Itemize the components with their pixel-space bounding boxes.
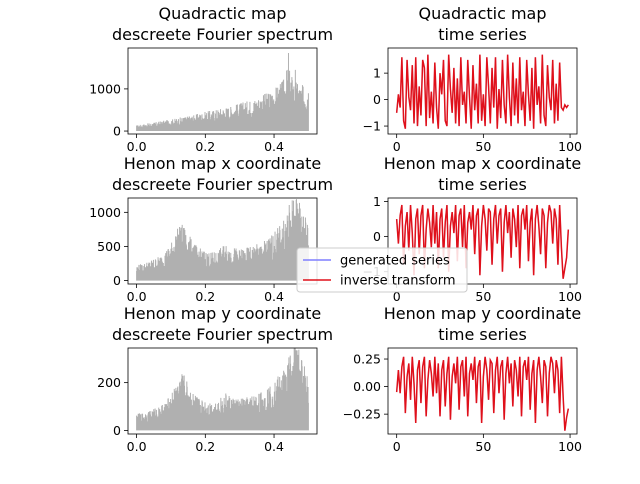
subplot-title-line-2: descreete Fourier spectrum (112, 175, 333, 194)
plot-area (395, 54, 569, 129)
x-tick-label: 0.0 (127, 139, 147, 154)
spectrum-bars (136, 199, 309, 281)
y-tick-label: 0 (373, 229, 381, 244)
axes-frame (387, 47, 578, 135)
subplot-title-line-1: Henon map x coordinate (384, 154, 582, 173)
subplot-3: 0.0 0.2 0.4 0 500 1000 Henon map x coordinate d… (89, 154, 333, 304)
subplot-title-line-2: time series (438, 325, 527, 344)
x-tick-label: 0.4 (264, 289, 284, 304)
y-tick-label: 500 (97, 239, 121, 254)
y-tick-label: 200 (97, 375, 121, 390)
subplot-6: 0 50 100 −0.25 0.00 0.25 Henon map y coordinat… (343, 304, 582, 454)
x-tick-label: 0 (393, 289, 401, 304)
x-tick-label: 100 (558, 139, 582, 154)
x-tick-label: 0.0 (127, 289, 147, 304)
y-tick-label: 0.25 (353, 352, 381, 367)
axes-frame (127, 347, 318, 435)
x-tick-label: 100 (558, 439, 582, 454)
legend-label: inverse transform (340, 274, 456, 289)
y-tick-label: 0 (113, 423, 121, 438)
x-tick-label: 0 (393, 439, 401, 454)
x-tick-label: 0.4 (264, 139, 284, 154)
spectrum-bars (136, 348, 309, 431)
subplot-title-line-2: time series (438, 25, 527, 44)
subplot-title-line-1: Henon map y coordinate (384, 304, 582, 323)
y-tick-label: 1 (373, 194, 381, 209)
y-tick-label: 1 (373, 66, 381, 81)
y-tick-label: −0.25 (343, 407, 381, 422)
y-tick-label: 0 (113, 124, 121, 139)
legend: generated series inverse transform (296, 247, 468, 293)
x-tick-label: 0 (393, 139, 401, 154)
y-tick-label: 1000 (89, 81, 121, 96)
x-tick-label: 0.4 (264, 439, 284, 454)
y-tick-label: 0 (113, 273, 121, 288)
x-tick-label: 0.2 (195, 289, 215, 304)
subplot-2: 0 50 100 −1 0 1 Quadractic map time series (363, 4, 582, 154)
subplot-title-line-1: Henon map y coordinate (124, 304, 322, 323)
x-tick-label: 0.2 (195, 439, 215, 454)
subplot-1: 0.0 0.2 0.4 0 1000 Quadractic map descreete Fo… (89, 4, 333, 154)
series-line-inverse (395, 54, 569, 129)
axes-frame (127, 197, 318, 285)
subplot-title-line-2: descreete Fourier spectrum (112, 325, 333, 344)
subplot-title-line-1: Quadractic map (418, 4, 546, 23)
legend-frame (296, 247, 468, 293)
axes-frame (387, 197, 578, 285)
y-tick-label: 1000 (89, 205, 121, 220)
subplot-title-line-1: Henon map x coordinate (124, 154, 322, 173)
y-tick-label: −1 (363, 119, 381, 134)
legend-label: generated series (340, 254, 450, 269)
x-tick-label: 50 (475, 289, 491, 304)
series-line-inverse (395, 356, 570, 431)
plot-area (136, 199, 309, 281)
spectrum-bars (136, 53, 309, 132)
plot-area (136, 53, 309, 132)
plot-area (395, 356, 570, 431)
subplot-title-line-2: descreete Fourier spectrum (112, 25, 333, 44)
plot-area (136, 348, 309, 431)
y-tick-label: 0.00 (353, 379, 381, 394)
subplot-title-line-2: time series (438, 175, 527, 194)
x-tick-label: 100 (558, 289, 582, 304)
y-tick-label: 0 (373, 92, 381, 107)
axes-frame (387, 347, 578, 435)
x-tick-label: 50 (475, 439, 491, 454)
x-tick-label: 0.0 (127, 439, 147, 454)
x-tick-label: 50 (475, 139, 491, 154)
x-tick-label: 0.2 (195, 139, 215, 154)
axes-frame (127, 47, 318, 135)
subplot-5: 0.0 0.2 0.4 0 200 Henon map y coordinate descr… (97, 304, 333, 454)
subplot-title-line-1: Quadractic map (158, 4, 286, 23)
